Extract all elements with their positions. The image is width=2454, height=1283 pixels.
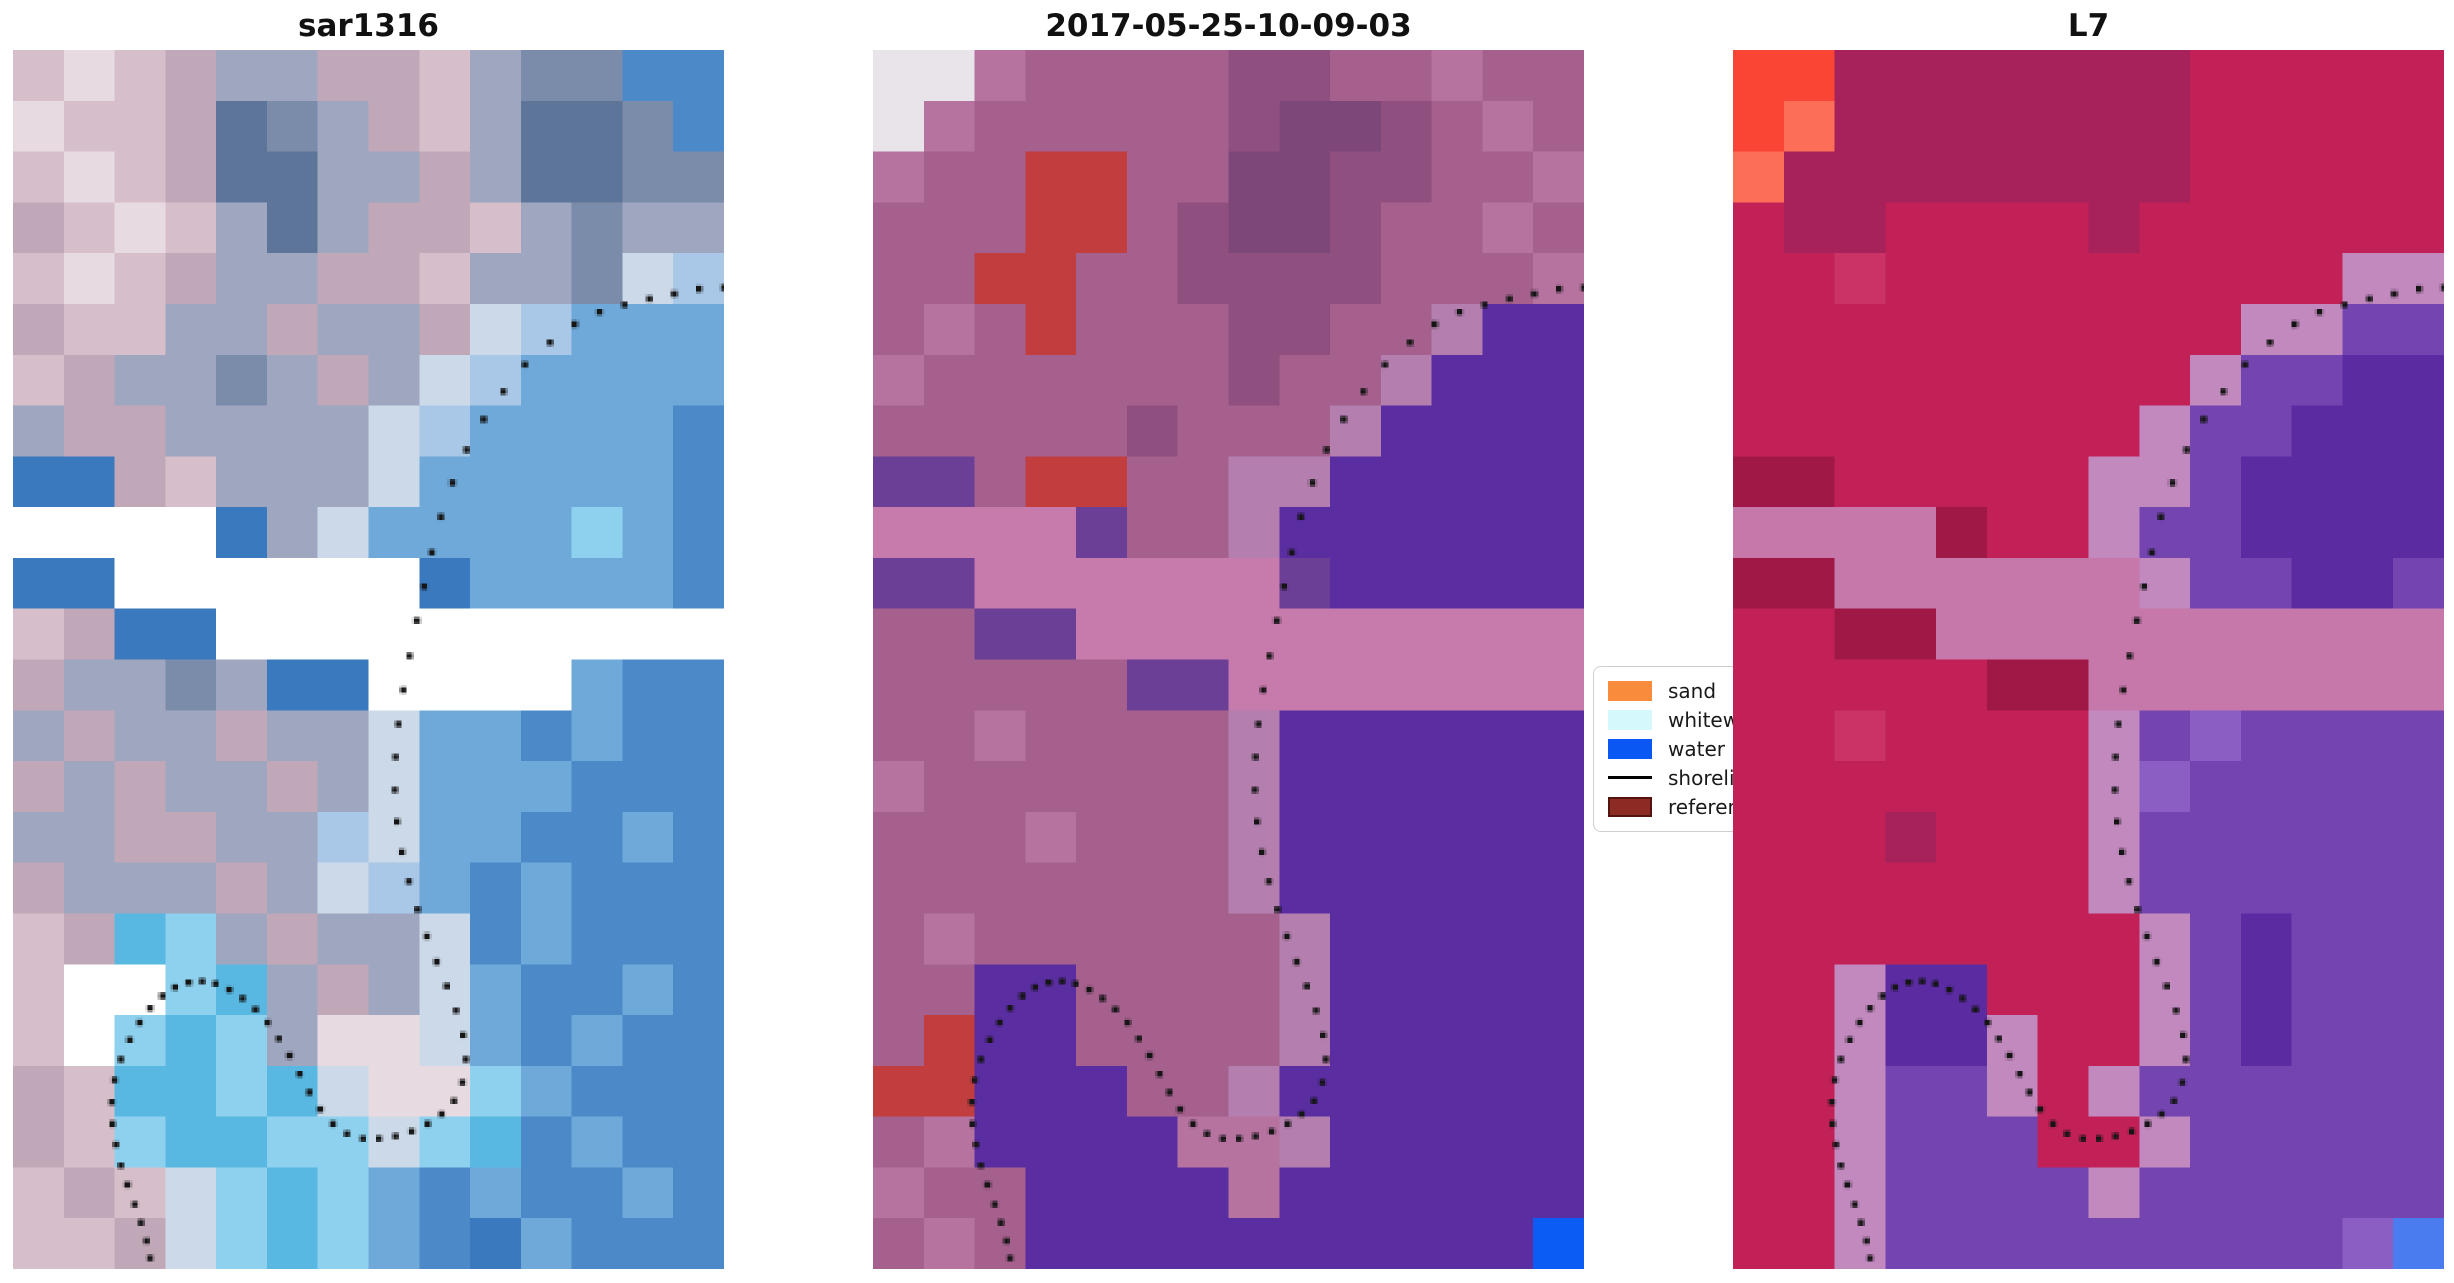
shoreline-line-icon bbox=[1608, 776, 1652, 779]
panel-sar1316 bbox=[13, 50, 724, 1269]
date-image-canvas bbox=[873, 50, 1584, 1269]
whitewater-swatch-icon bbox=[1608, 709, 1652, 730]
legend-item-sand: sand bbox=[1608, 676, 1796, 705]
sand-swatch-icon bbox=[1608, 680, 1652, 701]
panel-title-date: 2017-05-25-10-09-03 bbox=[1045, 8, 1412, 44]
legend-item-water: water bbox=[1608, 734, 1796, 763]
panel-title-l7: L7 bbox=[2067, 8, 2110, 44]
panel-date bbox=[873, 50, 1584, 1269]
legend-label-sand: sand bbox=[1668, 678, 1717, 703]
reference-swatch-icon bbox=[1608, 796, 1652, 817]
legend-label-water: water bbox=[1668, 736, 1725, 761]
water-swatch-icon bbox=[1608, 738, 1652, 759]
panel-title-sar1316: sar1316 bbox=[298, 8, 439, 44]
sar1316-image-canvas bbox=[13, 50, 724, 1269]
panel-l7 bbox=[1733, 50, 2444, 1269]
l7-image-canvas bbox=[1733, 50, 2444, 1269]
